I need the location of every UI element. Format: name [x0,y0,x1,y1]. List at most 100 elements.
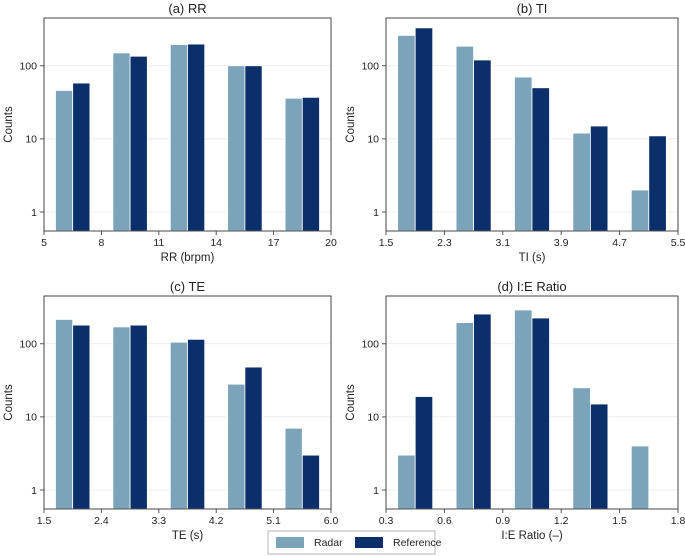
legend-label-radar: Radar [314,537,343,549]
x-tick-label: 5.1 [266,515,281,527]
x-tick-label: 1.5 [612,515,627,527]
bar-radar-bin-4 [572,132,591,232]
x-tick-label: 5 [41,237,47,249]
bar-radar-bin-5 [630,445,650,510]
bar-radar-bin-4 [227,65,246,232]
bar-radar-bin-5 [284,427,303,510]
x-axis-label: I:E Ratio (–) [501,530,563,542]
y-tick-label: 10 [367,412,379,424]
legend-swatch-radar [276,537,304,548]
x-tick-label: 0.3 [379,515,394,527]
x-tick-label: 20 [325,237,337,249]
plot-border [385,295,679,510]
bar-reference-bin-3 [531,317,550,510]
legend-swatch-reference [355,537,383,548]
bar-radar-bin-3 [169,341,188,510]
panel-title: (b) TI [517,1,548,16]
bar-radar-bin-4 [572,387,591,510]
y-tick-label: 1 [373,485,379,497]
panel-title: (c) TE [170,279,205,294]
bar-reference-bin-2 [473,313,492,510]
panel-title: (a) RR [168,1,206,16]
y-tick-label: 10 [367,134,379,146]
legend-frame [267,530,436,555]
y-tick-label: 1 [31,485,37,497]
bar-reference-bin-5 [301,454,320,510]
x-tick-label: 4.2 [209,515,224,527]
bar-radar-bin-3 [514,76,533,232]
x-tick-label: 3.1 [495,237,510,249]
legend: Radar Reference [267,530,442,555]
x-tick-label: 1.5 [379,237,394,249]
x-axis-label: TE (s) [172,530,203,542]
bar-radar-bin-3 [514,309,533,510]
bar-reference-bin-1 [72,82,91,232]
bar-radar-bin-1 [55,319,74,510]
bar-reference-bin-2 [129,324,148,510]
bar-reference-bin-5 [648,135,667,232]
y-axis-label: Counts [345,384,357,421]
bar-radar-bin-3 [169,44,188,232]
y-axis-label: Counts [345,106,357,143]
x-tick-label: 14 [210,237,222,249]
y-tick-label: 100 [19,61,37,73]
y-tick-label: 100 [361,339,379,351]
bar-reference-bin-3 [187,43,206,232]
bar-reference-bin-4 [590,125,609,232]
x-tick-label: 0.9 [495,515,510,527]
bar-radar-bin-1 [397,454,416,510]
x-tick-label: 4.7 [612,237,627,249]
panel-title: (d) I:E Ratio [497,279,566,294]
bar-radar-bin-1 [397,35,416,232]
bar-reference-bin-5 [301,96,320,232]
x-tick-label: 5.5 [671,237,685,249]
plot-border [43,17,332,232]
bar-reference-bin-1 [414,396,434,510]
x-tick-label: 0.6 [437,515,452,527]
bar-reference-bin-3 [531,87,550,232]
plot-border [385,17,679,232]
x-tick-label: 2.4 [94,515,109,527]
x-axis-label: TI (s) [519,252,546,264]
bar-radar-bin-5 [284,97,303,232]
y-tick-label: 100 [19,339,37,351]
bar-reference-bin-1 [414,27,434,232]
legend-label-reference: Reference [393,537,442,549]
panel-te: 1 10 100 1.5 2.4 3.3 4.2 5.1 6.0 (c) TE TE (s) Coun… [3,279,338,542]
x-tick-label: 1.5 [37,515,52,527]
x-tick-label: 3.3 [151,515,166,527]
y-tick-label: 10 [25,134,37,146]
bar-reference-bin-1 [72,324,91,510]
bar-radar-bin-2 [455,322,474,510]
x-tick-label: 1.2 [554,515,569,527]
y-axis-label: Counts [3,384,15,421]
bar-radar-bin-2 [112,52,131,232]
bar-reference-bin-4 [244,366,263,510]
bar-radar-bin-4 [227,383,246,510]
x-tick-label: 2.3 [437,237,452,249]
bar-radar-bin-1 [55,90,74,232]
x-tick-label: 1.8 [671,515,685,527]
y-axis-label: Counts [3,106,15,143]
x-axis-label: RR (brpm) [161,252,215,264]
x-tick-label: 17 [268,237,280,249]
panel-ti: 1 10 100 1.5 2.3 3.1 3.9 4.7 5.5 (b) TI TI (s) Coun… [345,1,685,264]
bar-radar-bin-2 [455,45,474,232]
bar-reference-bin-3 [187,338,206,510]
bar-reference-bin-2 [129,55,148,232]
bar-radar-bin-5 [630,189,650,232]
bar-reference-bin-4 [590,403,609,510]
y-tick-label: 1 [373,207,379,219]
x-tick-label: 11 [153,237,164,249]
y-tick-label: 1 [31,207,37,219]
bar-reference-bin-4 [244,65,263,232]
x-tick-label: 6.0 [324,515,339,527]
y-tick-label: 10 [25,412,37,424]
bar-reference-bin-2 [473,59,492,232]
panel-rr: 1 10 100 5 8 11 14 17 20 (a) RR RR (brpm) Counts [3,1,337,264]
x-tick-label: 3.9 [554,237,569,249]
plot-border [43,295,332,510]
bar-radar-bin-2 [112,326,131,510]
x-tick-label: 8 [98,237,104,249]
